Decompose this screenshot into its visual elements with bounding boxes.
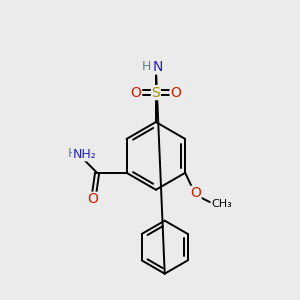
- Text: O: O: [170, 85, 181, 100]
- Text: H: H: [142, 60, 151, 73]
- Text: O: O: [190, 186, 201, 200]
- Text: O: O: [87, 192, 98, 206]
- Text: O: O: [131, 85, 142, 100]
- Text: H: H: [68, 147, 77, 160]
- Text: N: N: [153, 60, 164, 74]
- Text: NH₂: NH₂: [73, 148, 96, 161]
- Text: CH₃: CH₃: [211, 199, 232, 209]
- Text: S: S: [152, 85, 160, 100]
